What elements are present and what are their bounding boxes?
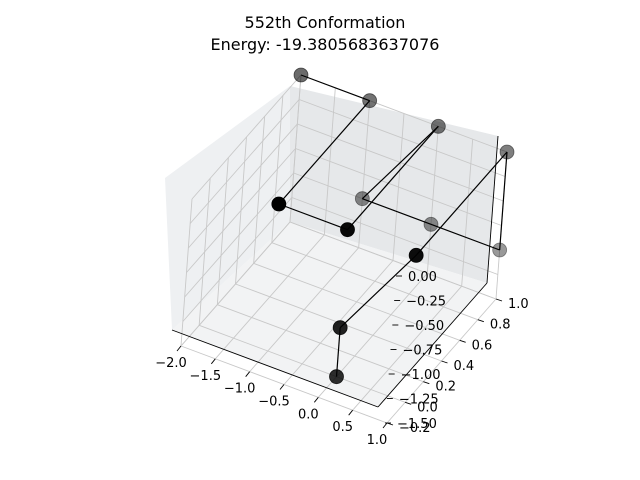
z-grid-line: [187, 123, 504, 249]
z-tick-label: −1.00: [401, 368, 441, 383]
x-tick-mark: [279, 384, 285, 390]
pane-floor: [172, 222, 487, 407]
bond-line: [430, 223, 500, 251]
bond-line: [278, 100, 371, 205]
chart-title-line-1: 552th Conformation: [245, 13, 406, 32]
bond-line: [347, 125, 439, 231]
atom-point: [499, 144, 515, 160]
z-tick-label: −1.25: [399, 393, 439, 408]
z-tick-label: −0.50: [404, 319, 444, 334]
atom-point: [271, 196, 287, 212]
atom-point: [408, 247, 424, 263]
z-grid-line: [189, 98, 506, 224]
y-tick-mark: [477, 319, 484, 323]
z-tick-label: −0.25: [406, 295, 446, 310]
atom-point: [423, 216, 439, 232]
x-tick-mark: [245, 371, 251, 377]
y-tick-label: 1.0: [508, 297, 529, 312]
bond-line: [415, 151, 508, 256]
bond-line: [335, 327, 341, 377]
x-tick-mark: [313, 397, 319, 403]
y-tick-mark: [423, 381, 430, 385]
y-tick-mark: [459, 339, 466, 343]
z-tick-label: −0.75: [403, 344, 443, 359]
z-grid-line: [182, 196, 498, 322]
x-tick-label: −1.5: [190, 369, 222, 384]
x-tick-label: −2.0: [155, 356, 187, 371]
y-tick-label: 0.4: [454, 359, 475, 374]
atom-point: [332, 320, 348, 336]
z-tick-label: 0.00: [408, 270, 437, 285]
z-tick-label: −1.50: [397, 417, 437, 432]
y-tick-label: 0.2: [435, 380, 456, 395]
x-tick-label: 0.5: [332, 420, 353, 435]
atom-point: [430, 118, 446, 134]
atom-point: [362, 93, 378, 109]
y-axis-line: [377, 282, 488, 408]
bonds: [278, 74, 508, 377]
tick-labels: −2.0−1.5−1.0−0.5 0.0 0.5 1.0 −0.2 0.0 0.2 0.4 0.…: [155, 270, 528, 448]
bond-line: [278, 203, 348, 231]
atom-point: [329, 369, 344, 385]
y-tick-label: 0.6: [472, 338, 493, 353]
x-tick-mark: [382, 422, 388, 429]
atom-point: [354, 191, 370, 207]
atoms: [271, 67, 515, 385]
bond-line: [300, 74, 370, 102]
y-tick-label: −0.2: [399, 421, 431, 436]
bond-line: [339, 254, 417, 329]
tick-marks: [176, 275, 503, 429]
atom-point: [492, 242, 508, 258]
x-tick-mark: [210, 358, 216, 365]
z-grid-line: [180, 221, 497, 347]
y-tick-label: 0.8: [490, 318, 511, 333]
axes-3d: −2.0−1.5−1.0−0.5 0.0 0.5 1.0 −0.2 0.0 0.2 0.4 0.…: [155, 67, 529, 448]
axis-lines: [171, 135, 499, 408]
x-tick-mark: [176, 345, 182, 352]
y-tick-mark: [441, 360, 448, 364]
x-tick-mark: [348, 409, 354, 416]
z-axis-line: [486, 135, 499, 284]
chart-title-line-2: Energy: -19.3805683637076: [211, 35, 440, 54]
bond-line: [361, 125, 439, 200]
x-tick-label: −0.5: [258, 395, 290, 410]
x-tick-label: 1.0: [367, 433, 388, 448]
pane-left: [165, 86, 290, 330]
y-tick-mark: [405, 401, 412, 405]
atom-point: [293, 67, 309, 83]
bond-line: [499, 151, 508, 251]
x-tick-label: 0.0: [298, 407, 319, 422]
bond-line: [362, 198, 432, 225]
x-tick-label: −1.0: [224, 382, 256, 397]
y-tick-label: 0.0: [417, 400, 438, 415]
z-grid-line: [186, 147, 502, 273]
atom-point: [340, 222, 355, 238]
x-axis-line: [171, 329, 379, 408]
y-tick-mark: [495, 298, 503, 302]
